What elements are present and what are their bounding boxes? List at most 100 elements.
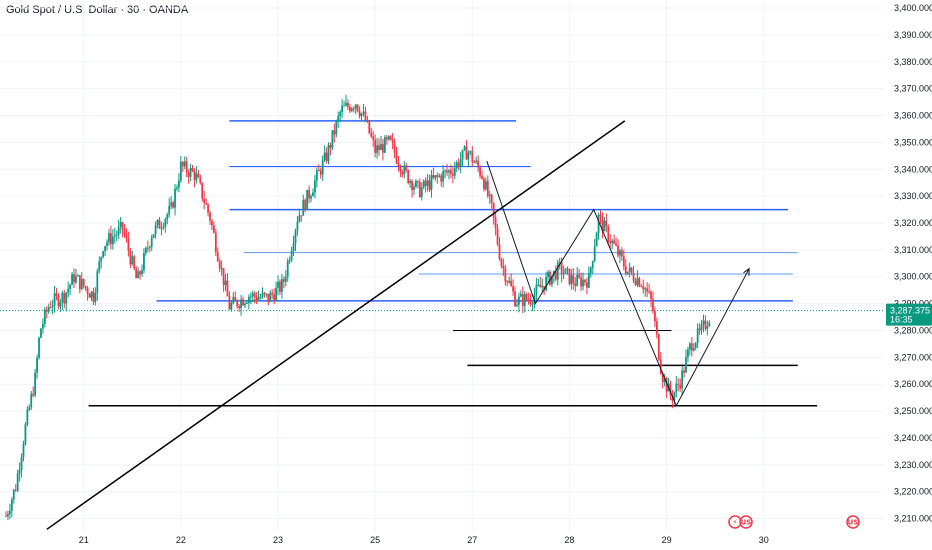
candle-body	[304, 199, 307, 210]
candle-body	[144, 247, 147, 253]
candle-body	[325, 152, 328, 162]
candle-body	[106, 242, 108, 247]
candle-body	[465, 146, 468, 160]
us-flag-event-icon-2-label: US	[848, 519, 859, 527]
candle-body	[451, 173, 454, 176]
candle-body	[265, 293, 268, 295]
candle-body	[657, 334, 660, 360]
candle-body	[529, 299, 532, 305]
time-tick-label: 22	[176, 535, 186, 545]
price-tick-label: 3,400.000	[894, 3, 932, 13]
candle-body	[415, 180, 417, 187]
candle-body	[486, 181, 489, 196]
candle-body	[681, 370, 684, 389]
candle-body	[418, 181, 421, 198]
candle-body	[378, 145, 380, 150]
price-tick-label: 3,270.000	[894, 352, 932, 362]
price-tick-label: 3,300.000	[894, 272, 932, 282]
candle-body	[96, 271, 99, 294]
candle-body	[527, 299, 530, 301]
candle-body	[366, 120, 369, 122]
candle-body	[566, 268, 569, 270]
candle-body	[630, 267, 633, 273]
candle-body	[218, 261, 221, 269]
candle-body	[24, 424, 27, 445]
candle-body	[238, 306, 241, 309]
candle-body	[286, 260, 289, 277]
candle-body	[605, 220, 608, 227]
candle-body	[150, 237, 153, 247]
candle-body	[220, 268, 223, 270]
candle-body	[183, 161, 186, 167]
candle-body	[174, 188, 176, 208]
candle-body	[420, 187, 423, 198]
candle-body	[314, 180, 316, 193]
candle-body	[279, 281, 281, 292]
candle-body	[568, 268, 571, 285]
candle-body	[372, 136, 375, 140]
candle-body	[80, 278, 83, 290]
candle-body	[312, 192, 314, 197]
horizontal-levels[interactable]	[0, 120, 884, 407]
candle-body	[193, 171, 196, 180]
candle-body	[51, 305, 54, 308]
candle-body	[267, 293, 270, 302]
candle-body	[59, 302, 62, 307]
candle-body	[234, 296, 237, 301]
candle-body	[545, 276, 548, 291]
event-markers[interactable]: ⚡ US US	[728, 515, 860, 529]
drawings[interactable]	[46, 120, 750, 530]
candle-body	[514, 291, 516, 307]
candle-body	[459, 159, 462, 168]
price-tick-label: 3,220.000	[894, 487, 932, 497]
candle-body	[374, 139, 377, 153]
candle-body	[578, 274, 581, 278]
candle-body	[376, 145, 378, 153]
candle-body	[700, 324, 703, 331]
candle-body	[63, 292, 66, 304]
candle-body	[430, 175, 433, 190]
candle-body	[209, 212, 211, 221]
candle-body	[111, 236, 114, 245]
candle-body	[428, 180, 431, 190]
candle-body	[156, 220, 159, 226]
candle-body	[319, 170, 322, 175]
candle-body	[442, 171, 445, 182]
candle-body	[317, 170, 320, 172]
candle-body	[195, 173, 198, 180]
price-axis[interactable]: 3,210.000 3,220.000 3,230.000 3,240.000 3,25…	[894, 3, 932, 524]
candle-body	[269, 292, 272, 302]
candle-body	[687, 349, 689, 357]
candle-body	[282, 279, 285, 282]
candle-body	[82, 278, 85, 287]
candle-body	[615, 243, 617, 246]
candle-body	[708, 322, 711, 327]
candle-body	[92, 291, 95, 302]
price-tick-label: 3,210.000	[894, 514, 932, 524]
candle-body	[331, 130, 334, 148]
candle-body	[638, 278, 641, 287]
candle-body	[73, 274, 75, 283]
candle-body	[45, 309, 48, 312]
candle-body	[117, 226, 120, 235]
time-axis[interactable]: 21 22 23 25 27 28 29 30	[79, 535, 769, 545]
candle-body	[154, 225, 157, 235]
candle-body	[636, 278, 639, 285]
candle-body	[455, 162, 458, 169]
candle-body	[271, 292, 274, 295]
candle-body	[7, 514, 9, 517]
candle-body	[644, 288, 647, 290]
candle-body	[620, 250, 623, 257]
candle-body	[541, 285, 544, 288]
candle-body	[53, 293, 56, 306]
candle-body	[688, 343, 691, 350]
candle-body	[240, 299, 242, 309]
candle-body	[259, 297, 262, 299]
candle-body	[702, 320, 705, 325]
candle-body	[38, 337, 40, 358]
candle-body	[273, 294, 276, 301]
candle-body	[14, 489, 17, 491]
candles	[5, 94, 711, 521]
candle-body	[422, 180, 425, 188]
